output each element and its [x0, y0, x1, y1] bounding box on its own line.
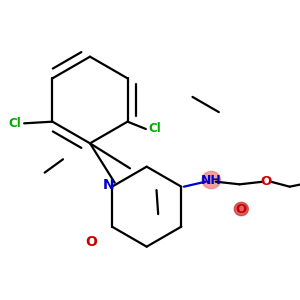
Ellipse shape — [234, 202, 248, 216]
Text: O: O — [236, 203, 247, 216]
Text: N: N — [103, 178, 115, 192]
Ellipse shape — [202, 171, 220, 189]
Text: Cl: Cl — [148, 122, 161, 136]
Text: Cl: Cl — [9, 117, 22, 130]
Text: O: O — [260, 175, 272, 188]
Text: O: O — [85, 235, 97, 249]
Text: NH: NH — [201, 174, 221, 187]
